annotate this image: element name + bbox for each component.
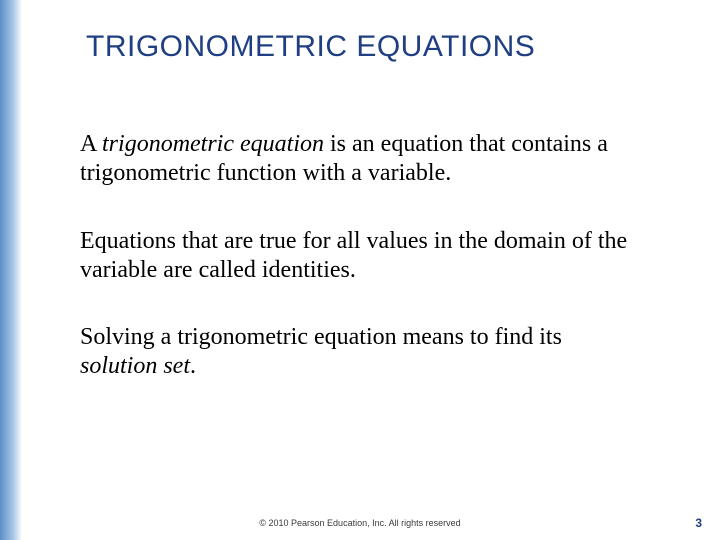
slide-title: TRIGONOMETRIC EQUATIONS <box>86 30 686 64</box>
paragraph-3: Solving a trigonometric equation means t… <box>80 323 645 382</box>
copyright-footer: © 2010 Pearson Education, Inc. All right… <box>0 518 720 528</box>
p3-end: . <box>190 353 196 379</box>
sidebar-gradient <box>0 0 22 540</box>
p1-term: trigonometric equation <box>102 131 324 157</box>
page-number: 3 <box>695 516 702 530</box>
p3-lead: Solving a trigonometric equation means t… <box>80 324 562 350</box>
slide-body: A trigonometric equation is an equation … <box>80 130 645 420</box>
slide: TRIGONOMETRIC EQUATIONS A trigonometric … <box>0 0 720 540</box>
p1-lead: A <box>80 131 102 157</box>
paragraph-1: A trigonometric equation is an equation … <box>80 130 645 189</box>
paragraph-2: Equations that are true for all values i… <box>80 227 645 286</box>
p3-term: solution set <box>80 353 190 379</box>
